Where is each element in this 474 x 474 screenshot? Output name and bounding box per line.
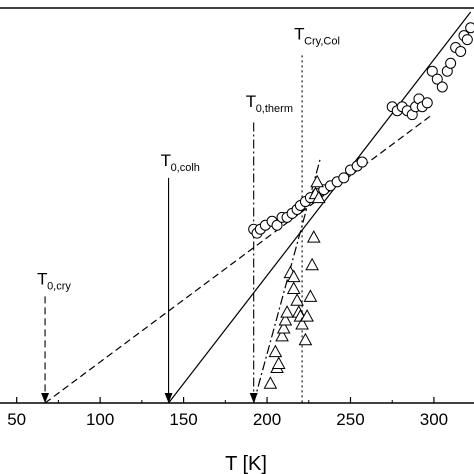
plot-frame <box>0 7 474 404</box>
triangle-data-point <box>268 344 283 358</box>
triangle-data-point <box>271 356 286 369</box>
annotation-subscript: Cry,Col <box>304 36 340 48</box>
x-tick-label: 100 <box>86 410 114 429</box>
x-axis: 50 100 150 200 250 300 <box>7 397 448 429</box>
annotation-subscript: 0,therm <box>256 103 293 115</box>
triangle-data-point <box>305 257 319 271</box>
triangle-data-point <box>300 309 314 322</box>
annotation-label: T <box>37 270 47 289</box>
circle-data-point <box>271 219 283 231</box>
triangle-data-point <box>263 376 278 389</box>
triangle-data-point <box>310 174 324 188</box>
fit-line-solid <box>168 11 472 404</box>
circle-data-point <box>421 97 433 109</box>
circle-data-point <box>338 172 350 184</box>
triangle-data-point <box>298 332 313 346</box>
annotation-arrowhead <box>164 393 173 403</box>
triangle-data-point <box>278 313 293 326</box>
circle-data-point <box>356 156 368 168</box>
triangle-data-point <box>306 230 321 243</box>
triangle-data-point <box>286 281 301 294</box>
circle-data-point <box>445 57 457 69</box>
annotation-label: T <box>294 25 304 44</box>
annotation-arrowhead <box>249 393 258 403</box>
triangle-data-point <box>275 328 289 342</box>
triangle-data-point <box>290 293 304 306</box>
x-tick-label: 250 <box>336 410 364 429</box>
x-tick-label: 300 <box>420 410 448 429</box>
triangle-data-point <box>295 316 309 330</box>
x-axis-label: T [K] <box>225 453 267 474</box>
data-points <box>248 22 474 389</box>
x-tick-label: 150 <box>169 410 197 429</box>
annotation-label: T <box>161 151 171 170</box>
circle-data-point <box>426 65 438 77</box>
annotation-arrowhead <box>41 393 50 403</box>
annotation-subscript: 0,cry <box>47 281 71 293</box>
triangle-data-point <box>280 305 294 318</box>
triangle-data-point <box>303 289 318 302</box>
x-tick-label: 50 <box>7 410 26 429</box>
triangle-data-point <box>311 190 326 204</box>
triangle-data-point <box>276 320 291 334</box>
circle-data-point <box>436 81 448 93</box>
triangle-data-point <box>286 269 301 283</box>
annotation-subscript: 0,colh <box>171 162 200 174</box>
fit-line-dashed <box>44 114 433 404</box>
fit-lines <box>44 11 472 404</box>
circle-data-point <box>465 22 474 34</box>
circle-data-point <box>455 45 467 57</box>
circle-data-point <box>431 73 443 85</box>
annotation-label: T <box>246 92 256 111</box>
circle-data-point <box>461 34 473 46</box>
x-tick-label: 200 <box>253 410 281 429</box>
